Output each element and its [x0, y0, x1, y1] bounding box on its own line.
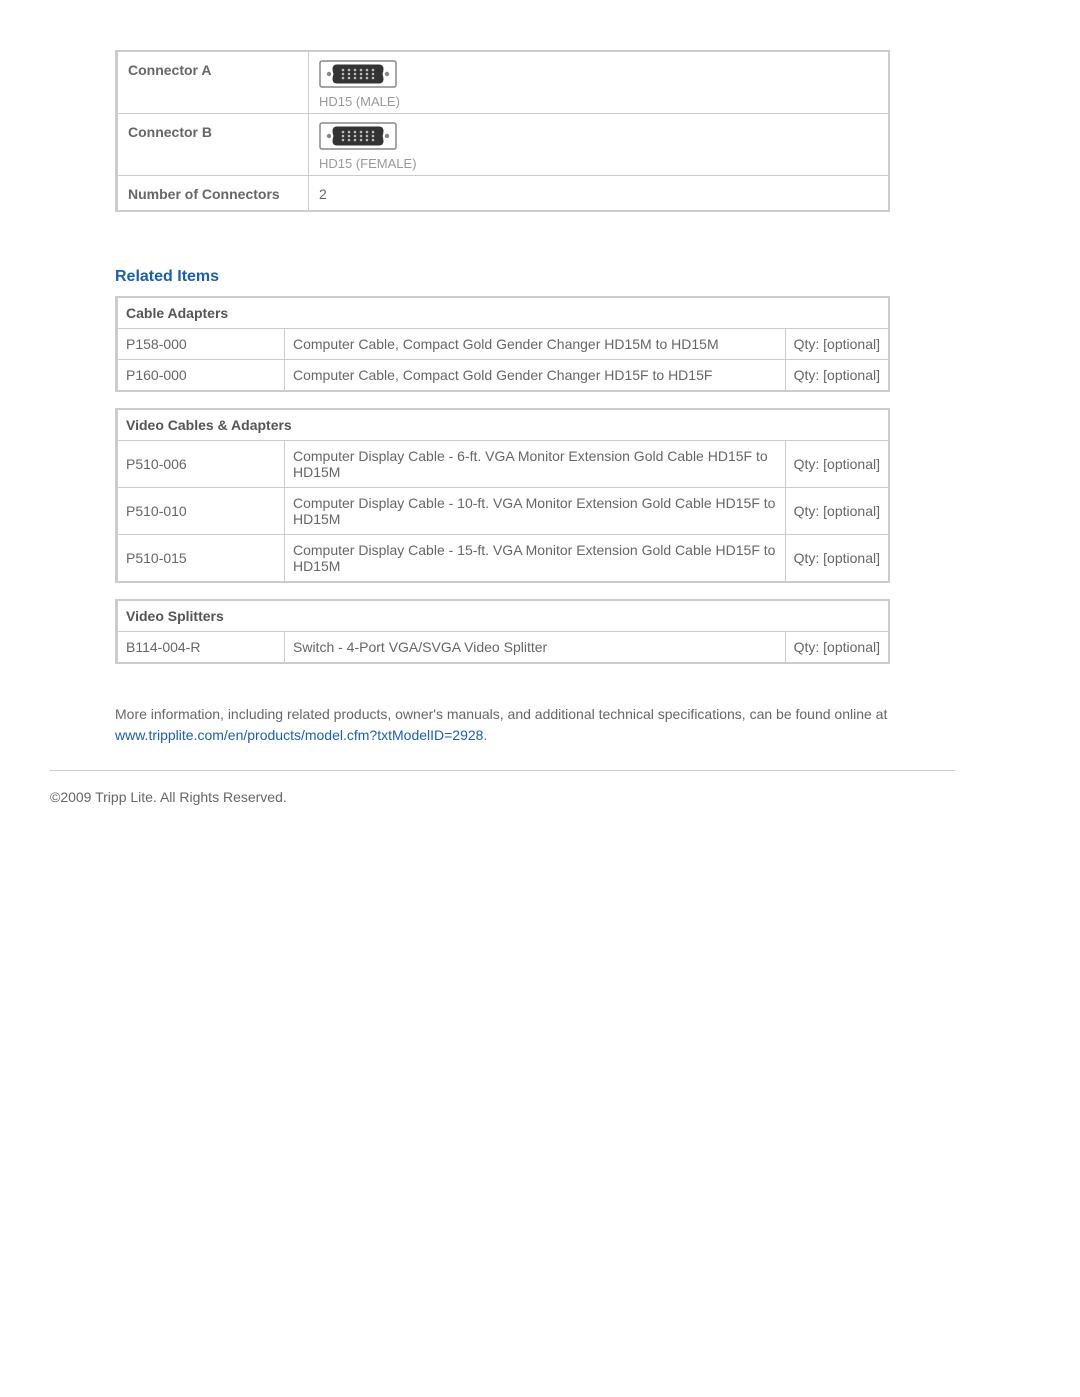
connector-caption: HD15 (MALE) — [319, 94, 400, 109]
info-link[interactable]: www.tripplite.com/en/products/model.cfm?… — [115, 727, 483, 743]
hd15-connector-icon — [319, 60, 878, 91]
table-row: B114-004-RSwitch - 4-Port VGA/SVGA Video… — [117, 632, 890, 664]
connector-caption: HD15 (FEMALE) — [319, 156, 417, 171]
related-desc: Computer Display Cable - 15-ft. VGA Moni… — [285, 535, 786, 583]
spec-row-label: Connector B — [117, 114, 309, 176]
related-desc: Computer Cable, Compact Gold Gender Chan… — [285, 360, 786, 392]
table-row: P160-000Computer Cable, Compact Gold Gen… — [117, 360, 890, 392]
related-qty: Qty: [optional] — [785, 632, 889, 664]
table-row: P510-010Computer Display Cable - 10-ft. … — [117, 488, 890, 535]
spec-row-value: 2 — [309, 176, 890, 212]
copyright: ©2009 Tripp Lite. All Rights Reserved. — [50, 789, 965, 805]
related-sku: B114-004-R — [117, 632, 285, 664]
related-qty: Qty: [optional] — [785, 441, 889, 488]
related-sku: P510-006 — [117, 441, 285, 488]
related-desc: Computer Display Cable - 10-ft. VGA Moni… — [285, 488, 786, 535]
related-sku: P158-000 — [117, 329, 285, 360]
related-group-header: Cable Adapters — [117, 297, 890, 329]
related-sku: P510-010 — [117, 488, 285, 535]
table-row: P510-015Computer Display Cable - 15-ft. … — [117, 535, 890, 583]
related-qty: Qty: [optional] — [785, 360, 889, 392]
spec-row-value: HD15 (FEMALE) — [309, 114, 890, 176]
related-desc: Computer Display Cable - 6-ft. VGA Monit… — [285, 441, 786, 488]
info-period: . — [483, 727, 487, 743]
related-group-header: Video Splitters — [117, 600, 890, 632]
related-group-table: Video Cables & AdaptersP510-006Computer … — [115, 408, 890, 583]
spec-row-value: HD15 (MALE) — [309, 51, 890, 114]
related-desc: Computer Cable, Compact Gold Gender Chan… — [285, 329, 786, 360]
related-qty: Qty: [optional] — [785, 535, 889, 583]
hd15-connector-icon — [319, 122, 878, 153]
spec-row-label: Number of Connectors — [117, 176, 309, 212]
more-info-text: More information, including related prod… — [115, 704, 965, 746]
spec-row-label: Connector A — [117, 51, 309, 114]
spec-table: Connector A HD15 (MALE) Connector B HD15 (F… — [115, 50, 890, 212]
related-sku: P160-000 — [117, 360, 285, 392]
related-sku: P510-015 — [117, 535, 285, 583]
related-group-table: Cable AdaptersP158-000Computer Cable, Co… — [115, 296, 890, 392]
related-group-header: Video Cables & Adapters — [117, 409, 890, 441]
info-text: More information, including related prod… — [115, 706, 887, 722]
table-row: P158-000Computer Cable, Compact Gold Gen… — [117, 329, 890, 360]
related-qty: Qty: [optional] — [785, 488, 889, 535]
table-row: P510-006Computer Display Cable - 6-ft. V… — [117, 441, 890, 488]
related-desc: Switch - 4-Port VGA/SVGA Video Splitter — [285, 632, 786, 664]
divider — [50, 770, 955, 771]
related-items-title: Related Items — [115, 268, 965, 286]
related-qty: Qty: [optional] — [785, 329, 889, 360]
related-group-table: Video SplittersB114-004-RSwitch - 4-Port… — [115, 599, 890, 664]
